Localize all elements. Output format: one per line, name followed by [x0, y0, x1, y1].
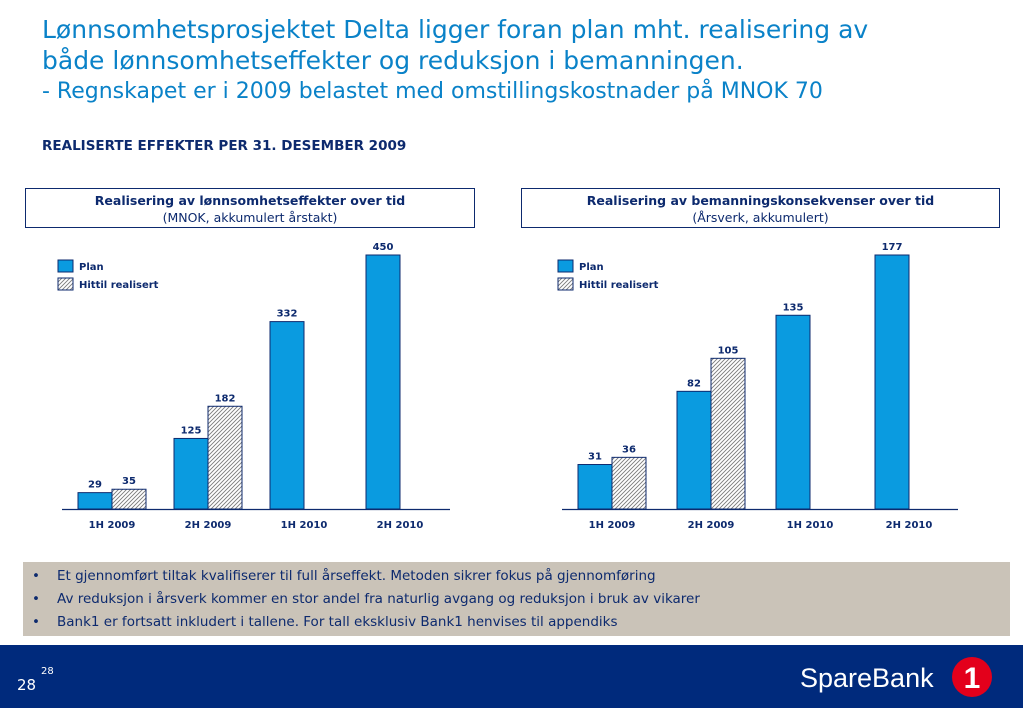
x-tick-label: 1H 2009: [89, 520, 136, 531]
bullet-text: Av reduksjon i årsverk kommer en stor an…: [57, 591, 700, 607]
bar-realisert: [710, 357, 746, 510]
x-tick-label: 2H 2009: [185, 520, 232, 531]
bar-realisert: [111, 488, 147, 510]
x-tick-label: 2H 2010: [377, 520, 424, 531]
data-label: 105: [718, 345, 739, 356]
legend-label-realisert: Hittil realisert: [79, 280, 159, 291]
bar-plan: [874, 254, 910, 510]
chart-1-lonnsomhet: Plan Hittil realisert 29 35 1H 2009 125 182 2H …: [57, 242, 450, 531]
title-line-2: både lønnsomhetseffekter og reduksjon i …: [42, 46, 744, 75]
footer-bar: 28 28 SpareBank 1: [0, 645, 1023, 708]
chart-2-bemanning: Plan Hittil realisert 31 36 1H 2009 82 105 2H 2…: [557, 242, 958, 531]
legend-swatch-plan: [557, 259, 574, 273]
bar-plan: [173, 437, 209, 510]
chart-1-header: Realisering av lønnsomhetseffekter over …: [25, 188, 475, 228]
x-tick-label: 1H 2009: [589, 520, 636, 531]
legend-label-realisert: Hittil realisert: [579, 280, 659, 291]
data-label: 31: [588, 452, 602, 463]
data-label: 182: [215, 393, 236, 404]
data-label: 35: [122, 476, 136, 487]
bullet-marker: •: [32, 614, 40, 630]
bullet-item-2: • Av reduksjon i årsverk kommer en stor a…: [23, 588, 1010, 611]
chart-2-subtitle: (Årsverk, akkumulert): [692, 210, 829, 225]
bar-plan: [775, 314, 811, 510]
bar-plan: [676, 390, 712, 510]
legend-label-plan: Plan: [579, 262, 604, 273]
bar-plan: [269, 321, 305, 510]
bar-realisert: [207, 405, 243, 510]
bar-realisert: [611, 456, 647, 510]
bullet-item-3: • Bank1 er fortsatt inkludert i tallene. …: [23, 611, 1010, 634]
legend-swatch-plan: [57, 259, 74, 273]
x-tick-label: 1H 2010: [787, 520, 834, 531]
chart-2-header: Realisering av bemanningskonsekvenser ov…: [521, 188, 1000, 228]
bar-plan: [365, 254, 401, 510]
legend-swatch-realisert: [57, 277, 74, 291]
data-label: 332: [277, 309, 298, 320]
logo-mark: 1: [964, 662, 981, 695]
page-number-superscript: 28: [41, 666, 54, 677]
chart-1-subtitle: (MNOK, akkumulert årstakt): [162, 210, 338, 225]
data-label: 135: [783, 302, 804, 313]
legend-swatch-realisert: [557, 277, 574, 291]
x-tick-label: 2H 2009: [688, 520, 735, 531]
data-label: 36: [622, 444, 636, 455]
sparebank-logo: SpareBank 1: [800, 657, 992, 697]
bullet-item-1: • Et gjennomført tiltak kvalifiserer til …: [23, 565, 1010, 588]
logo-text: SpareBank: [800, 663, 934, 693]
data-label: 177: [882, 242, 903, 253]
logo-circle-icon: [952, 657, 992, 697]
data-label: 125: [181, 425, 202, 436]
slide-title: Lønnsomhetsprosjektet Delta ligger foran…: [42, 14, 1002, 107]
data-label: 450: [373, 242, 394, 253]
page-number: 28: [17, 676, 37, 694]
chart-1-title: Realisering av lønnsomhetseffekter over …: [94, 193, 406, 208]
title-line-1: Lønnsomhetsprosjektet Delta ligger foran…: [42, 15, 869, 44]
x-tick-label: 1H 2010: [281, 520, 328, 531]
bullet-text: Et gjennomført tiltak kvalifiserer til f…: [57, 568, 656, 584]
bar-plan: [77, 492, 113, 510]
data-label: 82: [687, 378, 701, 389]
chart-2-title: Realisering av bemanningskonsekvenser ov…: [586, 193, 935, 208]
x-tick-label: 2H 2010: [886, 520, 933, 531]
bullet-box: • Et gjennomført tiltak kvalifiserer til …: [23, 562, 1010, 636]
bar-plan: [577, 464, 613, 510]
bullet-text: Bank1 er fortsatt inkludert i tallene. F…: [57, 614, 618, 630]
section-subheading: REALISERTE EFFEKTER PER 31. DESEMBER 200…: [42, 138, 407, 154]
title-line-3: - Regnskapet er i 2009 belastet med omst…: [42, 79, 823, 104]
bullet-marker: •: [32, 568, 40, 584]
legend-label-plan: Plan: [79, 262, 104, 273]
bullet-marker: •: [32, 591, 40, 607]
data-label: 29: [88, 480, 102, 491]
